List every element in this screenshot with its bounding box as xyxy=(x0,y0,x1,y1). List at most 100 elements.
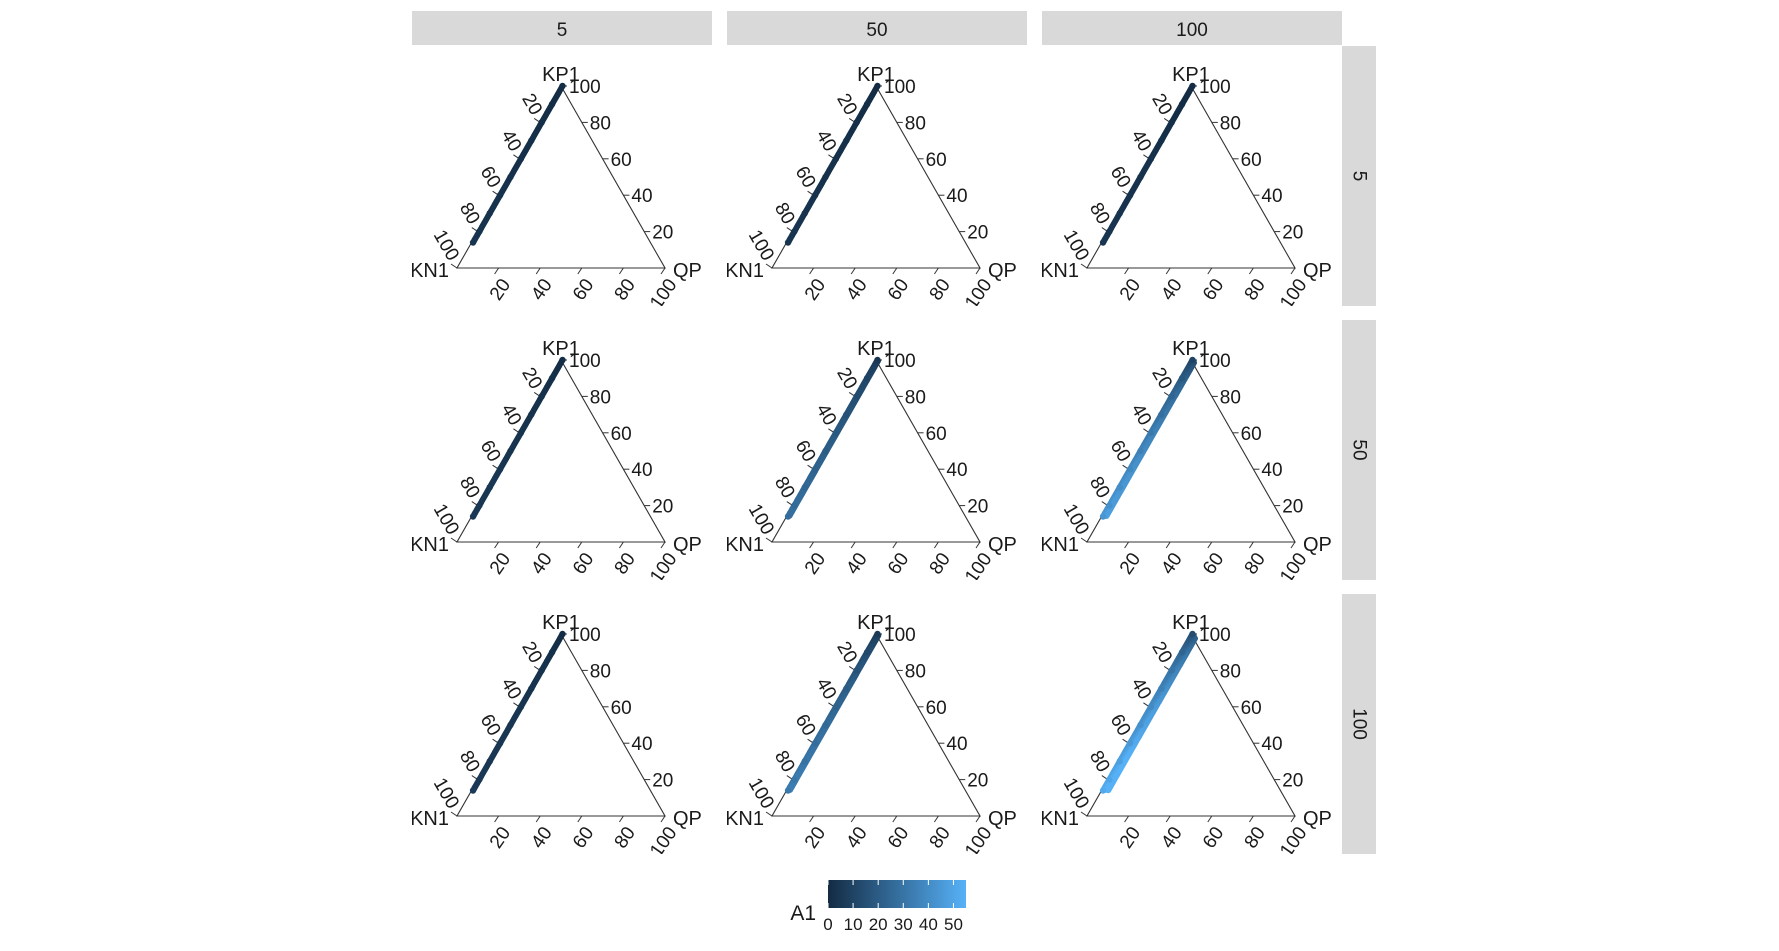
column-strip: 5 xyxy=(412,11,712,45)
qp-tick xyxy=(535,541,541,549)
kp1-tick-label: 100 xyxy=(884,77,916,98)
qp-tick xyxy=(1207,541,1213,549)
data-point xyxy=(1189,82,1196,90)
data-point xyxy=(874,82,881,90)
data-point xyxy=(476,776,483,783)
column-strip-background xyxy=(727,11,1027,45)
kp1-tick-label: 60 xyxy=(1241,150,1262,171)
qp-tick xyxy=(660,815,666,823)
kp1-tick-label: 100 xyxy=(1199,625,1231,646)
data-point xyxy=(1147,429,1155,436)
qp-tick xyxy=(577,541,583,549)
qp-tick xyxy=(577,267,583,275)
data-point xyxy=(559,630,566,638)
vertex-label-top: KP1 xyxy=(1172,64,1210,86)
data-point xyxy=(1126,192,1134,199)
vertex-label-left: KN1 xyxy=(1040,260,1079,282)
column-strip-label: 100 xyxy=(1176,20,1208,41)
data-point xyxy=(1099,239,1107,246)
point-band xyxy=(784,630,882,794)
kp1-tick-label: 80 xyxy=(905,113,926,134)
legend-colorbar xyxy=(828,880,966,908)
qp-tick xyxy=(933,267,939,275)
point-band xyxy=(1099,630,1199,794)
qp-tick xyxy=(975,267,981,275)
data-point xyxy=(791,776,798,783)
vertex-label-left: KN1 xyxy=(410,534,449,556)
kn1-tick xyxy=(450,537,458,543)
data-point xyxy=(853,119,860,126)
data-point xyxy=(548,375,556,382)
kn1-tick xyxy=(1080,537,1088,543)
data-point xyxy=(1158,411,1165,418)
row-strip-background xyxy=(1342,320,1376,580)
kn1-tick xyxy=(765,811,773,817)
qp-tick xyxy=(1290,815,1296,823)
data-point xyxy=(1168,393,1175,400)
qp-tick xyxy=(494,541,500,549)
kp1-tick-label: 60 xyxy=(1241,424,1262,445)
kp1-tick-label: 20 xyxy=(1282,223,1303,244)
kp1-tick-label: 20 xyxy=(652,223,673,244)
column-strip-label: 5 xyxy=(557,20,568,41)
kp1-tick-label: 40 xyxy=(946,734,967,755)
kp1-tick-label: 20 xyxy=(967,223,988,244)
kn1-tick xyxy=(765,263,773,269)
point-band xyxy=(784,82,881,246)
row-strip: 50 xyxy=(1342,320,1376,580)
data-point xyxy=(469,787,477,794)
data-point xyxy=(496,192,504,199)
data-point xyxy=(1168,119,1175,126)
data-point xyxy=(476,502,483,509)
data-point xyxy=(874,356,881,364)
legend-tick-label: 40 xyxy=(919,915,938,934)
kn1-tick xyxy=(450,263,458,269)
point-band xyxy=(469,356,566,520)
legend-tick-label: 10 xyxy=(844,915,863,934)
data-point xyxy=(784,513,792,520)
qp-tick xyxy=(1165,815,1171,823)
data-point xyxy=(559,356,566,364)
data-point xyxy=(1099,787,1107,794)
qp-tick xyxy=(933,541,939,549)
data-point xyxy=(1189,630,1196,638)
data-point xyxy=(832,703,840,710)
row-strip: 5 xyxy=(1342,46,1376,306)
point-band xyxy=(469,630,566,794)
qp-tick xyxy=(809,541,815,549)
data-point xyxy=(784,787,792,794)
point-band xyxy=(469,82,566,246)
legend-tick-label: 50 xyxy=(944,915,963,934)
kp1-tick-label: 80 xyxy=(1220,661,1241,682)
data-point xyxy=(811,740,819,747)
data-point xyxy=(822,173,829,181)
kp1-tick-label: 60 xyxy=(611,698,632,719)
kp1-tick-label: 80 xyxy=(905,387,926,408)
row-strip-background xyxy=(1342,46,1376,306)
data-point xyxy=(832,429,840,436)
kp1-tick-label: 100 xyxy=(884,351,916,372)
qp-tick xyxy=(809,267,815,275)
data-point xyxy=(538,667,545,674)
data-point xyxy=(496,740,504,747)
kn1-tick xyxy=(450,811,458,817)
kp1-tick-label: 40 xyxy=(1261,460,1282,481)
kp1-tick-label: 40 xyxy=(631,734,652,755)
data-point xyxy=(863,101,871,108)
data-point xyxy=(517,703,525,710)
kp1-tick-label: 40 xyxy=(946,460,967,481)
kp1-tick-label: 20 xyxy=(967,497,988,518)
data-point xyxy=(1106,776,1113,783)
kp1-tick-label: 60 xyxy=(611,150,632,171)
vertex-label-left: KN1 xyxy=(1040,534,1079,556)
qp-tick xyxy=(850,541,856,549)
qp-tick xyxy=(1207,267,1213,275)
data-point xyxy=(1116,484,1123,491)
vertex-label-top: KP1 xyxy=(857,338,895,360)
data-point xyxy=(791,502,798,509)
legend-tick-label: 20 xyxy=(869,915,888,934)
data-point xyxy=(486,484,493,491)
qp-tick xyxy=(1165,267,1171,275)
qp-tick xyxy=(1248,267,1254,275)
